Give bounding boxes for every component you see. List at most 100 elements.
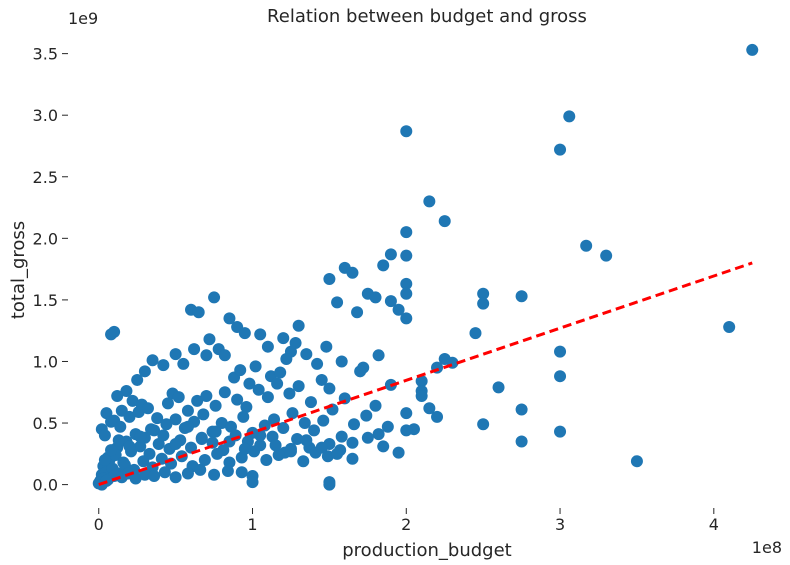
data-point	[351, 306, 364, 319]
data-point	[252, 383, 265, 396]
data-point	[234, 364, 247, 377]
data-point	[111, 389, 124, 402]
data-point	[321, 450, 334, 463]
data-point	[515, 290, 528, 303]
data-point	[203, 333, 216, 346]
data-point	[384, 295, 397, 308]
data-point	[248, 445, 261, 458]
data-point	[361, 431, 374, 444]
data-point	[177, 357, 190, 370]
data-point	[240, 401, 253, 414]
data-point	[348, 418, 360, 431]
data-point	[477, 418, 490, 431]
data-point	[235, 466, 248, 479]
data-point	[105, 328, 118, 341]
data-point	[477, 297, 490, 310]
data-point	[192, 306, 205, 319]
data-point	[221, 465, 234, 478]
data-point	[600, 249, 613, 262]
data-point	[141, 402, 154, 415]
x-tick-label: 0	[94, 515, 104, 534]
data-point	[200, 389, 213, 402]
data-point	[169, 413, 182, 426]
data-point	[515, 403, 528, 416]
x-tick-label: 4	[709, 515, 719, 534]
data-point	[261, 340, 274, 353]
data-point	[331, 296, 344, 309]
data-point	[431, 410, 444, 423]
data-point	[138, 365, 151, 378]
plot-area: 0 1 2 3 4 0.0 0.5 1.0 1.5 2.0 2.5 3.0 3.5	[33, 43, 759, 534]
data-point	[381, 420, 394, 433]
data-point	[185, 441, 198, 454]
data-point	[209, 425, 222, 438]
data-point	[274, 366, 287, 379]
data-point	[335, 430, 348, 443]
data-point	[261, 391, 274, 404]
data-point	[346, 436, 359, 449]
data-point	[554, 425, 567, 438]
data-point	[198, 453, 211, 466]
data-point	[209, 399, 222, 412]
data-point	[211, 447, 224, 460]
y-tick-label: 0.0	[33, 476, 58, 495]
data-point	[231, 393, 244, 406]
data-point	[292, 319, 305, 332]
data-point	[554, 345, 567, 358]
y-tick-label: 1.0	[33, 352, 58, 371]
data-point	[208, 468, 221, 481]
data-point	[249, 360, 262, 373]
data-point	[377, 259, 390, 272]
data-point	[218, 386, 231, 399]
data-point	[515, 435, 528, 448]
data-point	[254, 429, 267, 442]
data-point	[630, 455, 643, 468]
data-point	[415, 375, 428, 388]
data-point	[323, 272, 336, 285]
data-point	[161, 397, 174, 410]
data-point	[160, 418, 173, 431]
data-point	[137, 455, 150, 468]
data-point	[181, 420, 194, 433]
data-point	[169, 437, 182, 450]
data-point	[132, 405, 145, 418]
data-point	[392, 303, 405, 316]
data-point	[148, 469, 161, 482]
data-point	[120, 385, 133, 398]
data-point	[280, 353, 293, 366]
data-point	[423, 195, 436, 208]
data-point	[400, 407, 413, 420]
x-tick-label: 2	[401, 515, 411, 534]
data-point	[320, 340, 333, 353]
data-point	[138, 468, 151, 481]
data-point	[289, 336, 302, 349]
data-point	[215, 417, 228, 430]
data-point	[200, 349, 213, 362]
chart-title: Relation between budget and gross	[267, 6, 587, 27]
data-point	[335, 355, 348, 368]
data-point	[308, 424, 321, 437]
data-point	[317, 414, 330, 427]
data-point	[291, 433, 304, 446]
data-point	[400, 277, 413, 290]
data-point	[169, 471, 182, 484]
data-point	[400, 249, 413, 262]
data-point	[169, 348, 182, 361]
data-point	[554, 143, 567, 156]
data-point	[271, 377, 284, 390]
data-point	[194, 463, 207, 476]
data-point	[181, 467, 194, 480]
data-point	[237, 410, 250, 423]
y-tick-label: 2.5	[33, 168, 58, 187]
data-point	[346, 266, 359, 279]
data-point	[238, 442, 251, 455]
data-point	[134, 430, 147, 443]
data-point	[134, 440, 147, 453]
data-point	[129, 472, 142, 485]
data-point	[311, 357, 324, 370]
data-point	[246, 476, 259, 489]
data-point	[268, 413, 281, 426]
data-point	[151, 412, 164, 425]
data-point	[112, 434, 125, 447]
